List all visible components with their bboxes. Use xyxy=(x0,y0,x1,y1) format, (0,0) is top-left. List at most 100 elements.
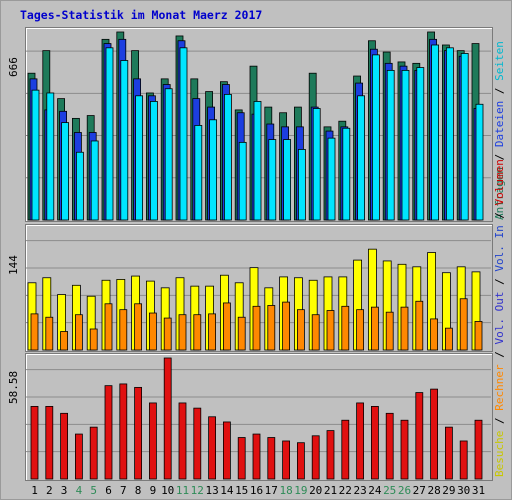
bar-seiten xyxy=(238,141,247,221)
x-tick-label: 27 xyxy=(413,484,426,497)
bar-rechner xyxy=(326,310,335,351)
bar-volumen xyxy=(400,419,409,480)
bar-seiten xyxy=(194,125,203,221)
bar-rechner xyxy=(208,313,217,351)
bar-seiten xyxy=(371,54,380,221)
bar-rechner xyxy=(267,305,276,351)
bar-rechner xyxy=(252,305,261,351)
x-tick-label: 8 xyxy=(135,484,142,497)
bar-volumen xyxy=(148,402,157,480)
x-tick-label: 26 xyxy=(398,484,411,497)
bar-seiten xyxy=(460,53,469,221)
bar-rechner xyxy=(178,314,187,351)
bar-rechner xyxy=(430,318,439,351)
x-tick-label: 10 xyxy=(161,484,174,497)
bar-volumen xyxy=(208,416,217,480)
bar-seiten xyxy=(76,151,84,221)
x-tick-label: 9 xyxy=(150,484,157,497)
bar-volumen xyxy=(385,412,394,480)
bar-seiten xyxy=(46,92,55,221)
bar-volumen xyxy=(237,437,246,480)
bar-volumen xyxy=(459,440,468,480)
bar-seiten xyxy=(135,95,144,221)
bar-rechner xyxy=(282,301,291,351)
x-tick-label: 16 xyxy=(250,484,263,497)
x-tick-label: 21 xyxy=(324,484,337,497)
bar-seiten xyxy=(431,44,440,221)
x-tick-label: 31 xyxy=(472,484,485,497)
bar-seiten xyxy=(149,101,158,221)
bar-seiten xyxy=(90,140,99,221)
bar-rechner xyxy=(193,314,202,351)
x-tick-label: 14 xyxy=(220,484,234,497)
x-tick-label: 18 xyxy=(279,484,292,497)
bar-volumen xyxy=(75,433,83,480)
page-title: Tages-Statistik im Monat Maerz 2017 xyxy=(20,8,263,22)
bar-rechner xyxy=(341,305,350,351)
bar-rechner xyxy=(30,313,39,351)
bar-seiten xyxy=(268,139,277,221)
x-tick-label: 6 xyxy=(105,484,112,497)
bar-volumen xyxy=(311,435,320,480)
x-tick-label: 3 xyxy=(61,484,68,497)
bar-seiten xyxy=(357,95,366,221)
bar-rechner xyxy=(60,331,68,351)
bar-volumen xyxy=(178,402,187,480)
bar-volumen xyxy=(252,433,261,480)
bar-seiten xyxy=(386,69,395,221)
x-tick-label: 12 xyxy=(191,484,204,497)
bar-seiten xyxy=(297,149,306,221)
x-tick-label: 4 xyxy=(76,484,83,497)
bar-rechner xyxy=(75,314,83,351)
bar-rechner xyxy=(148,312,157,351)
x-tick-label: 2 xyxy=(46,484,53,497)
bar-volumen xyxy=(163,357,172,480)
bar-volumen xyxy=(474,419,483,480)
bar-volumen xyxy=(356,402,365,480)
bar-volumen xyxy=(341,419,350,480)
bar-volumen xyxy=(30,405,39,480)
bar-seiten xyxy=(105,47,114,221)
bar-rechner xyxy=(311,314,320,351)
x-tick-label: 7 xyxy=(120,484,127,497)
bar-rechner xyxy=(370,306,379,351)
x-tick-label: 20 xyxy=(309,484,322,497)
bar-volumen xyxy=(326,430,335,480)
bar-seiten xyxy=(416,67,425,221)
bar-rechner xyxy=(400,306,409,351)
bar-volumen xyxy=(193,407,202,480)
x-tick-label: 13 xyxy=(205,484,218,497)
bar-seiten xyxy=(120,60,129,221)
bar-volumen xyxy=(89,426,98,480)
bar-volumen xyxy=(267,437,276,480)
bar-seiten xyxy=(342,127,351,221)
x-tick-label: 30 xyxy=(457,484,470,497)
bar-seiten xyxy=(31,89,40,221)
x-tick-label: 22 xyxy=(339,484,352,497)
bar-rechner xyxy=(474,321,483,351)
bar-rechner xyxy=(385,311,394,351)
x-tick-label: 11 xyxy=(176,484,189,497)
bar-volumen xyxy=(296,442,305,480)
bar-rechner xyxy=(104,303,113,351)
bar-rechner xyxy=(444,327,453,351)
bar-rechner xyxy=(163,317,172,351)
bar-seiten xyxy=(401,69,410,221)
x-tick-label: 17 xyxy=(265,484,278,497)
bar-volumen xyxy=(282,440,291,480)
bar-rechner xyxy=(222,302,231,351)
bar-seiten xyxy=(209,119,218,221)
bar-seiten xyxy=(61,122,69,221)
bar-seiten xyxy=(283,139,292,221)
x-tick-label: 24 xyxy=(368,484,382,497)
bar-volumen xyxy=(430,388,439,480)
bar-volumen xyxy=(119,383,128,480)
bar-rechner xyxy=(134,303,143,351)
bar-rechner xyxy=(459,298,468,351)
bar-volumen xyxy=(134,386,143,480)
bar-seiten xyxy=(223,93,232,221)
x-tick-label: 19 xyxy=(294,484,307,497)
bar-seiten xyxy=(475,103,484,221)
bar-volumen xyxy=(444,426,453,480)
